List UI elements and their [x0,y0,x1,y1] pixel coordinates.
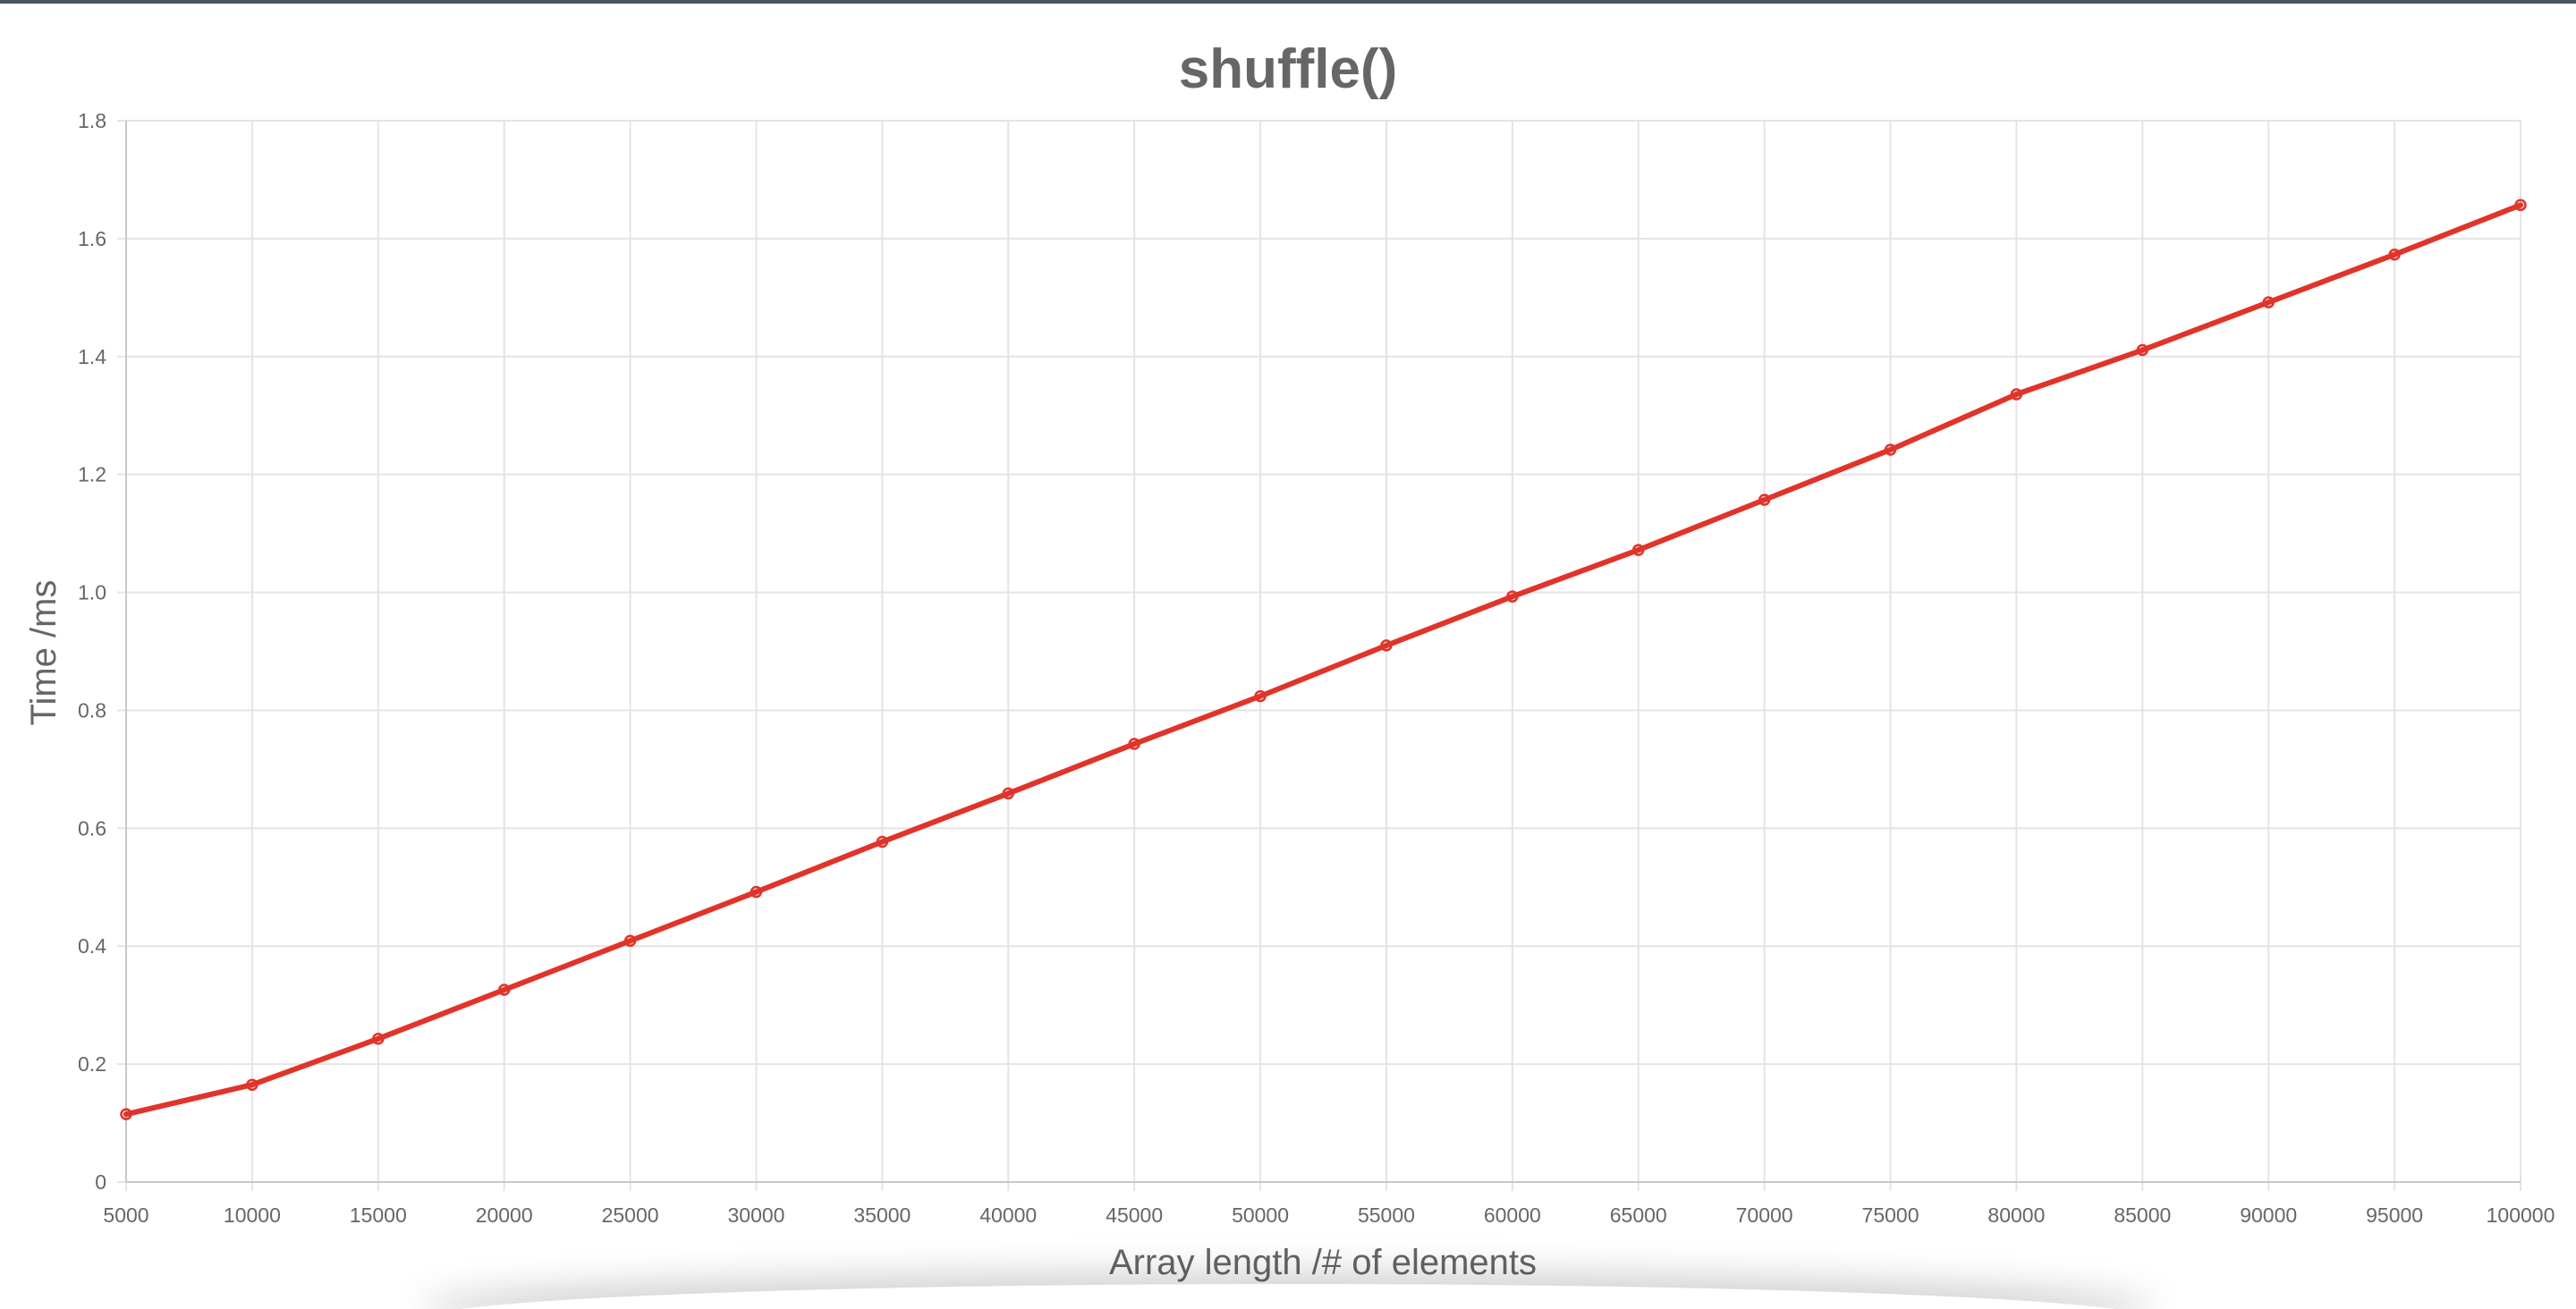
y-tick-label: 0.8 [78,698,106,722]
data-point [2136,343,2149,357]
data-point [1002,787,1015,800]
data-point [1758,494,1771,506]
x-tick-label: 40000 [979,1203,1037,1227]
x-tick-label: 90000 [2240,1203,2297,1227]
x-tick-label: 30000 [727,1203,784,1227]
data-point [372,1033,385,1045]
y-tick-label: 1.0 [78,581,106,604]
data-point [2514,198,2527,212]
data-point [246,1078,258,1091]
x-tick-label: 50000 [1232,1203,1289,1227]
data-point [1506,590,1519,603]
y-tick-label: 1.4 [78,345,106,368]
y-tick-label: 0.4 [78,934,106,958]
x-tick-label: 65000 [1610,1203,1667,1227]
data-point [497,984,511,996]
data-point [2262,296,2275,308]
x-tick-label: 55000 [1358,1203,1415,1227]
data-point [1128,738,1140,750]
data-point [120,1108,132,1120]
tick-labels: 0 0.2 0.4 0.6 0.8 1.0 1.2 1.4 1.6 1.8 5000 10000 150… [78,109,2555,1227]
data-point [1884,443,1897,456]
grid [117,120,2521,1191]
x-tick-label: 95000 [2366,1203,2423,1227]
data-point [750,885,763,899]
y-tick-label: 0.6 [78,816,106,840]
data-point [2388,248,2401,261]
data-point [623,934,637,948]
x-tick-label: 70000 [1736,1203,1793,1227]
data-point [876,835,889,849]
x-tick-label: 60000 [1484,1203,1541,1227]
x-tick-label: 35000 [853,1203,911,1227]
x-tick-label: 100000 [2487,1203,2555,1227]
x-tick-label: 75000 [1862,1203,1919,1227]
x-tick-label: 80000 [1987,1203,2045,1227]
y-tick-label: 1.2 [78,463,106,486]
x-tick-label: 15000 [350,1203,407,1227]
series-layer [120,198,2527,1120]
data-point [1254,689,1267,703]
y-tick-label: 0 [95,1170,106,1194]
x-tick-label: 45000 [1106,1203,1163,1227]
x-tick-label: 85000 [2114,1203,2171,1227]
x-tick-label: 25000 [602,1203,659,1227]
window-top-border [0,0,2576,4]
y-tick-label: 0.2 [78,1052,106,1076]
data-point [1380,639,1393,652]
x-axis-title: Array length /# of elements [1109,1243,1537,1282]
data-point [2010,388,2023,401]
x-tick-label: 5000 [103,1203,148,1227]
y-tick-label: 1.6 [78,227,106,250]
x-tick-label: 20000 [476,1203,533,1227]
y-axis-title: Time /ms [24,580,64,726]
data-point [1631,544,1645,556]
series-line [123,202,2523,1118]
y-tick-label: 1.8 [78,109,106,132]
x-tick-label: 10000 [224,1203,281,1227]
axes [125,121,2521,1183]
chart-title: shuffle() [1179,38,1398,100]
